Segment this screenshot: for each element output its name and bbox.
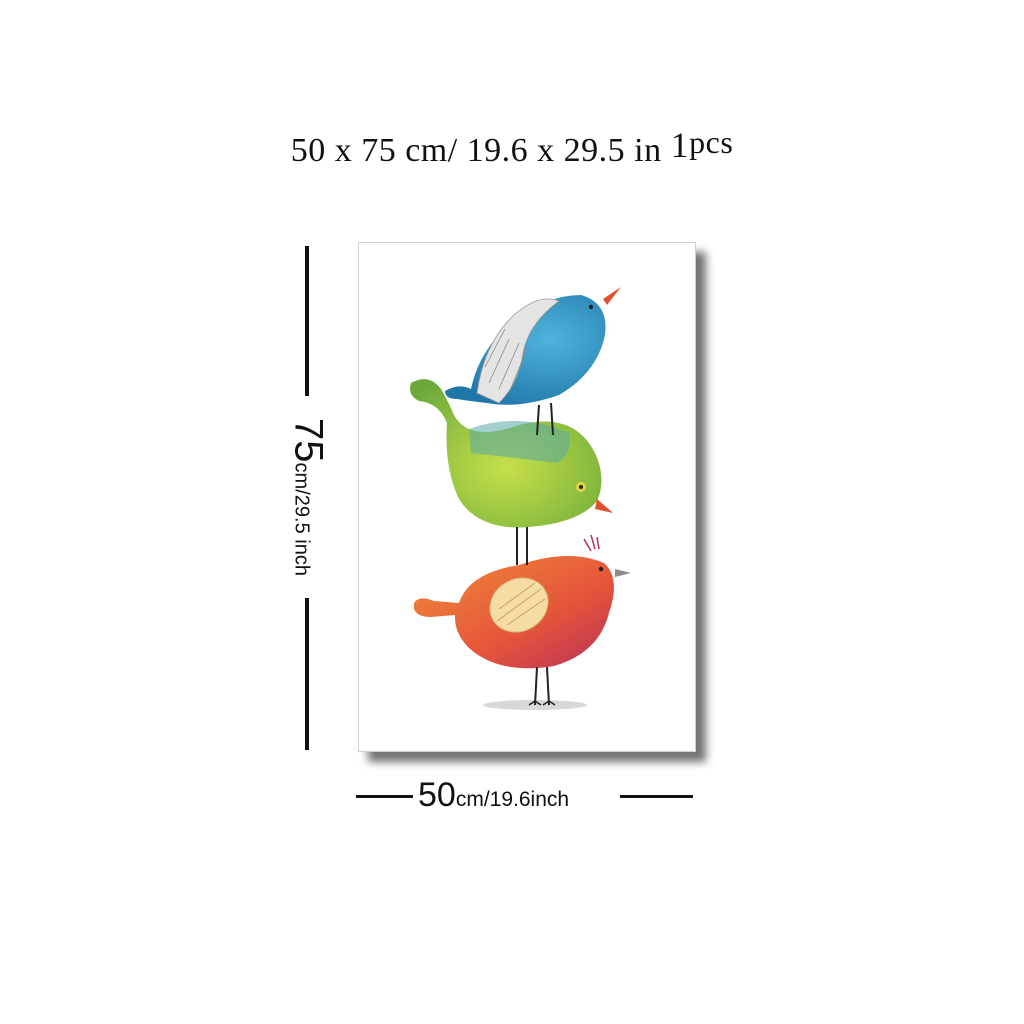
top-bird [445, 287, 621, 436]
bottom-bird [414, 534, 631, 706]
height-line-top [305, 246, 309, 396]
width-label: 50cm/19.6inch [418, 776, 569, 815]
height-label: 75cm/29.5 inch [286, 418, 331, 576]
size-title: 50 x 75 cm/ 19.6 x 29.5 in 1pcs [0, 124, 1024, 170]
width-line-left [356, 795, 413, 798]
middle-bird [410, 379, 613, 565]
size-text: 50 x 75 cm/ 19.6 x 29.5 in [290, 132, 662, 169]
height-line-bottom [305, 598, 309, 750]
bird-artwork [410, 287, 631, 710]
quantity-number: 1 [670, 125, 690, 165]
canvas-print [358, 242, 696, 752]
height-value: 75 [286, 418, 331, 463]
height-unit: cm/29.5 inch [290, 462, 313, 576]
width-line-right [620, 795, 693, 798]
quantity-unit: pcs [689, 124, 734, 160]
width-unit: cm/19.6inch [455, 788, 570, 811]
width-value: 50 [418, 776, 456, 814]
